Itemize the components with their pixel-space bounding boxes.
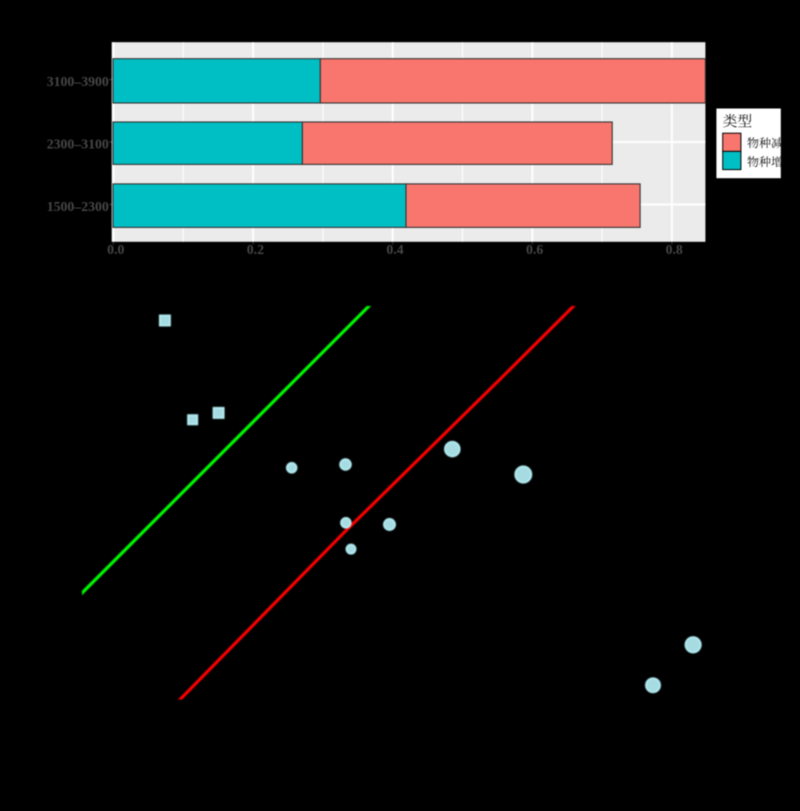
svg-text:3100–3900: 3100–3900 [47, 74, 109, 89]
svg-text:0.8: 0.8 [666, 242, 683, 257]
svg-text:0.4: 0.4 [386, 242, 403, 257]
svg-text:0.6: 0.6 [526, 242, 543, 257]
svg-text:2300–3100: 2300–3100 [47, 136, 109, 151]
svg-text:0.0: 0.0 [107, 242, 124, 257]
svg-text:0.2: 0.2 [247, 242, 264, 257]
svg-text:1500–2300: 1500–2300 [47, 199, 109, 214]
